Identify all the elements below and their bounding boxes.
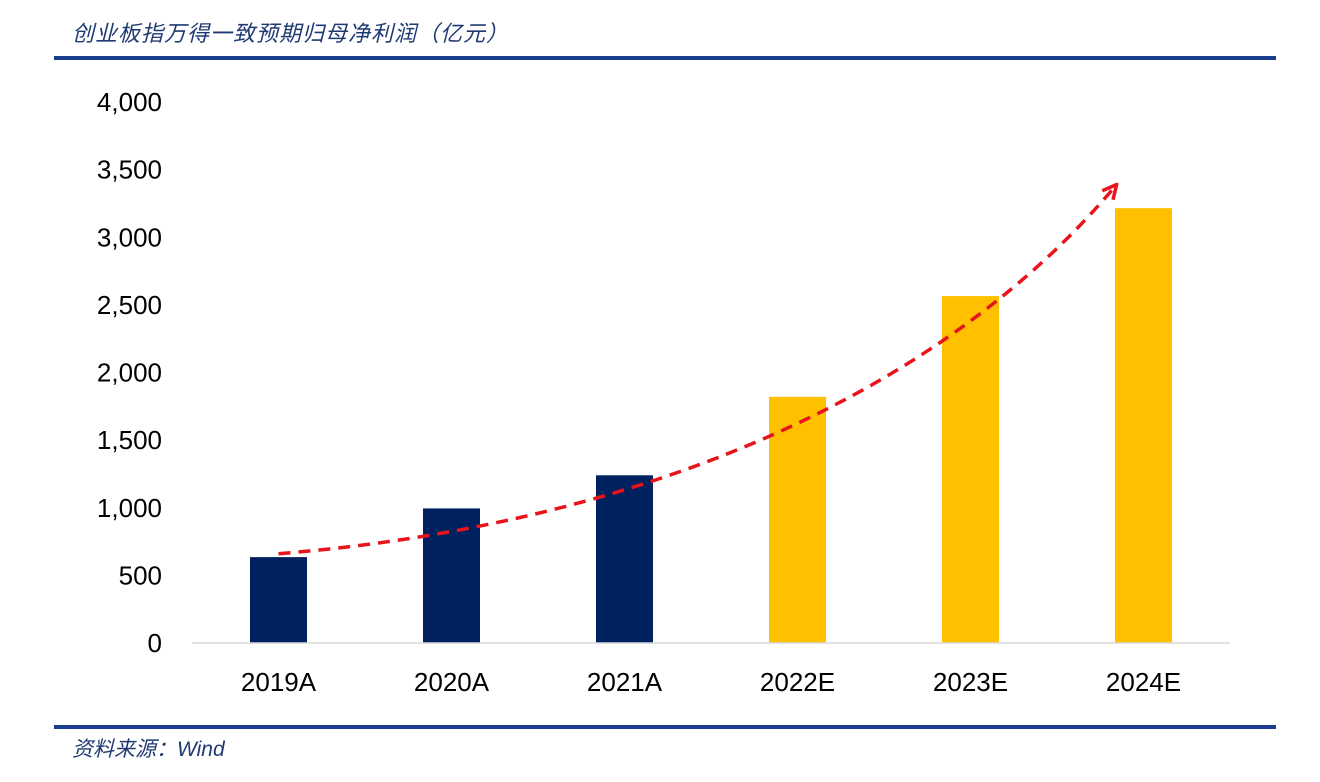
y-tick-label: 0 [148,628,162,658]
bar-2024E [1115,208,1172,643]
y-tick-label: 1,500 [97,425,162,455]
x-tick-label: 2024E [1106,667,1181,697]
chart-title: 创业板指万得一致预期归母净利润（亿元） [72,22,510,47]
y-tick-label: 1,000 [97,493,162,523]
top-rule [54,56,1276,60]
source-label: 资料来源： [72,737,177,761]
x-tick-label: 2019A [241,667,317,697]
bar-2023E [942,296,999,643]
source-note: 资料来源：Wind [72,733,225,763]
source-value: Wind [177,738,225,761]
bar-2022E [769,396,826,643]
y-tick-label: 3,500 [97,155,162,185]
y-tick-label: 3,000 [97,222,162,252]
x-tick-label: 2022E [760,667,835,697]
y-tick-label: 4,000 [97,87,162,117]
y-tick-label: 2,500 [97,290,162,320]
bar-2021A [596,475,653,643]
bar-2020A [423,508,480,643]
x-tick-label: 2021A [587,667,663,697]
x-tick-label: 2023E [933,667,1008,697]
trend-arrow [278,186,1116,556]
y-tick-label: 2,000 [97,358,162,388]
y-tick-label: 500 [119,560,162,590]
bar-2019A [250,557,307,643]
x-tick-label: 2020A [414,667,490,697]
bottom-rule [54,725,1276,729]
